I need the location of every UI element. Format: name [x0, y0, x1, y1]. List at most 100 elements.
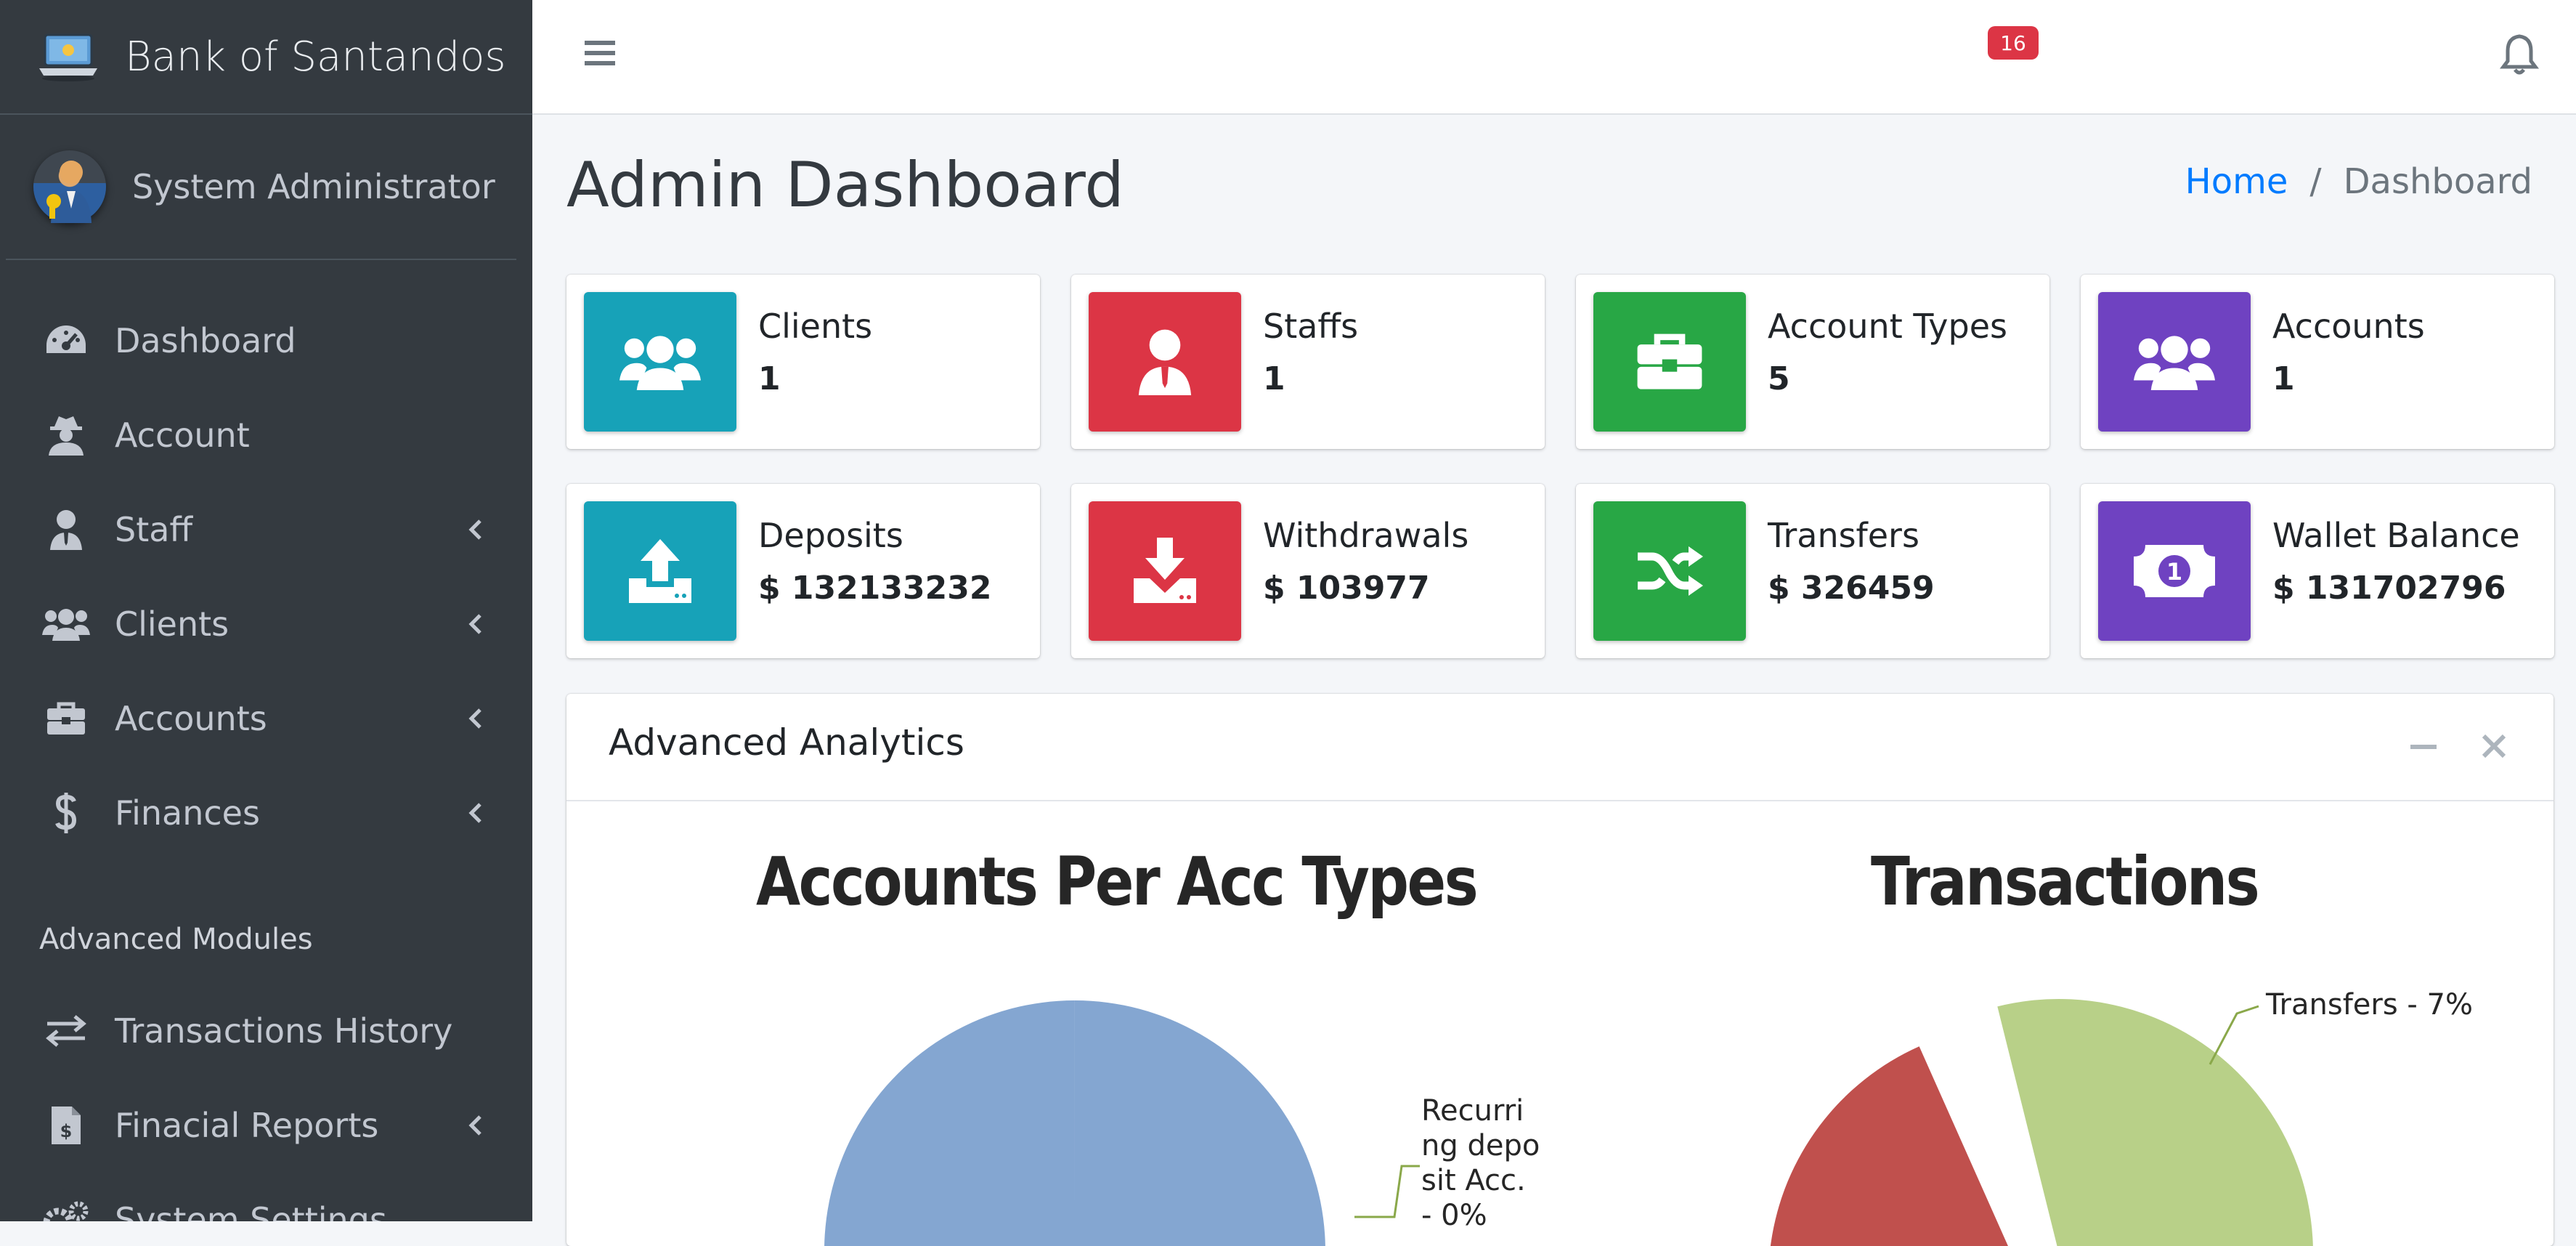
- chart-title: Accounts Per Acc Types: [756, 843, 1479, 921]
- sidebar-item-financial-reports[interactable]: $ Finacial Reports: [0, 1078, 532, 1173]
- info-box-account-types[interactable]: Account Types 5: [1576, 275, 2049, 449]
- info-box-label: Accounts: [2272, 307, 2425, 346]
- breadcrumb-current: Dashboard: [2343, 161, 2532, 202]
- breadcrumb-separator: /: [2309, 161, 2322, 202]
- chevron-left-icon: [468, 1115, 482, 1136]
- user-tie-icon: [42, 508, 90, 551]
- breadcrumb-home-link[interactable]: Home: [2185, 161, 2288, 202]
- user-secret-icon: [42, 413, 90, 457]
- file-invoice-dollar-icon: $: [42, 1104, 90, 1147]
- bank-logo-icon: [38, 32, 99, 81]
- info-box-staffs[interactable]: Staffs 1: [1071, 275, 1545, 449]
- info-box-value: 5: [1768, 360, 1790, 397]
- card-header: Advanced Analytics: [566, 694, 2553, 801]
- page-title: Admin Dashboard: [566, 149, 1124, 222]
- sidebar-item-label: Finances: [115, 793, 260, 833]
- money-bill-icon: 1: [2098, 501, 2251, 641]
- avatar: [33, 150, 106, 223]
- sidebar-nav-advanced: Transactions History $ Finacial Reports …: [0, 984, 532, 1221]
- sidebar-item-label: Accounts: [115, 699, 267, 738]
- sidebar-item-label: Finacial Reports: [115, 1106, 379, 1145]
- briefcase-icon: [42, 697, 90, 740]
- download-icon: [1089, 501, 1241, 641]
- info-box-value: $ 326459: [1768, 570, 1935, 607]
- hamburger-menu-icon[interactable]: [583, 38, 617, 68]
- dollar-icon: [42, 791, 90, 835]
- info-box-label: Wallet Balance: [2272, 516, 2520, 555]
- pie-label: Transfers - 7%: [2266, 988, 2473, 1022]
- sidebar-item-label: Dashboard: [115, 321, 296, 360]
- info-box-value: 1: [758, 360, 781, 397]
- sidebar-item-system-settings[interactable]: System Settings: [0, 1173, 532, 1221]
- minus-icon[interactable]: [2408, 730, 2439, 762]
- sidebar-item-transactions-history[interactable]: Transactions History: [0, 984, 532, 1078]
- pie-leader-line: [2209, 1005, 2259, 1065]
- notification-badge: 16: [1988, 26, 2039, 60]
- pie-label: Recurring deposit Acc. - 0%: [1421, 1094, 1540, 1232]
- accounts-per-type-chart: [824, 999, 2313, 1246]
- info-box-label: Account Types: [1768, 307, 2007, 346]
- pie-leader-line: [1354, 1165, 1420, 1218]
- breadcrumb: Home / Dashboard: [2185, 161, 2532, 202]
- bell-icon[interactable]: [2499, 32, 2540, 76]
- sidebar-nav: Dashboard Account Staff Clients: [0, 294, 532, 860]
- chevron-left-icon: [468, 519, 482, 540]
- tachometer-icon: [42, 319, 90, 363]
- sidebar: Bank of Santandos System Administrator D…: [0, 0, 532, 1221]
- sidebar-item-finances[interactable]: Finances: [0, 766, 532, 860]
- close-icon[interactable]: [2478, 730, 2510, 762]
- sidebar-item-clients[interactable]: Clients: [0, 577, 532, 671]
- info-box-value: $ 103977: [1263, 570, 1430, 607]
- pie-slice[interactable]: [1768, 1046, 2023, 1246]
- info-box-accounts[interactable]: Accounts 1: [2081, 275, 2554, 449]
- info-box-value: 1: [1263, 360, 1285, 397]
- sidebar-item-account[interactable]: Account: [0, 388, 532, 482]
- info-box-label: Staffs: [1263, 307, 1359, 346]
- sidebar-item-accounts[interactable]: Accounts: [0, 671, 532, 766]
- briefcase-icon: [1593, 292, 1746, 432]
- users-icon: [2098, 292, 2251, 432]
- pie-slice[interactable]: [1997, 999, 2313, 1246]
- info-box-value: $ 131702796: [2272, 570, 2506, 607]
- user-panel[interactable]: System Administrator: [6, 115, 516, 260]
- sidebar-item-dashboard[interactable]: Dashboard: [0, 294, 532, 388]
- sidebar-item-label: Clients: [115, 604, 229, 644]
- upload-icon: [584, 501, 736, 641]
- info-box-label: Clients: [758, 307, 873, 346]
- brand-link[interactable]: Bank of Santandos: [0, 0, 532, 115]
- top-navbar: [532, 0, 2576, 115]
- cogs-icon: [42, 1198, 90, 1221]
- sidebar-item-label: Transactions History: [115, 1011, 453, 1051]
- info-box-withdrawals[interactable]: Withdrawals $ 103977: [1071, 484, 1545, 658]
- sidebar-item-label: System Settings: [115, 1200, 387, 1221]
- info-box-label: Transfers: [1768, 516, 1919, 555]
- random-icon: [1593, 501, 1746, 641]
- chevron-left-icon: [468, 708, 482, 729]
- advanced-analytics-card: Advanced Analytics Accounts Per Acc Type…: [566, 694, 2553, 1246]
- brand-name: Bank of Santandos: [125, 33, 506, 81]
- chevron-left-icon: [468, 803, 482, 823]
- sidebar-item-label: Account: [115, 416, 250, 455]
- svg-text:1: 1: [2166, 558, 2182, 586]
- sidebar-item-staff[interactable]: Staff: [0, 482, 532, 577]
- chart-title: Transactions: [1871, 843, 2260, 921]
- info-box-label: Deposits: [758, 516, 903, 555]
- exchange-icon: [42, 1009, 90, 1053]
- info-box-clients[interactable]: Clients 1: [566, 275, 1040, 449]
- nav-section-header: Advanced Modules: [39, 923, 313, 956]
- info-box-transfers[interactable]: Transfers $ 326459: [1576, 484, 2049, 658]
- users-icon: [42, 602, 90, 646]
- pie-slice[interactable]: [824, 1000, 1325, 1246]
- info-box-value: $ 132133232: [758, 570, 992, 607]
- user-name: System Administrator: [132, 167, 495, 206]
- users-icon: [584, 292, 736, 432]
- info-box-value: 1: [2272, 360, 2295, 397]
- card-title: Advanced Analytics: [609, 721, 964, 764]
- info-box-label: Withdrawals: [1263, 516, 1469, 555]
- svg-text:$: $: [60, 1121, 73, 1141]
- chevron-left-icon: [468, 614, 482, 634]
- info-box-deposits[interactable]: Deposits $ 132133232: [566, 484, 1040, 658]
- user-tie-icon: [1089, 292, 1241, 432]
- sidebar-item-label: Staff: [115, 510, 193, 549]
- info-box-wallet-balance[interactable]: 1 Wallet Balance $ 131702796: [2081, 484, 2554, 658]
